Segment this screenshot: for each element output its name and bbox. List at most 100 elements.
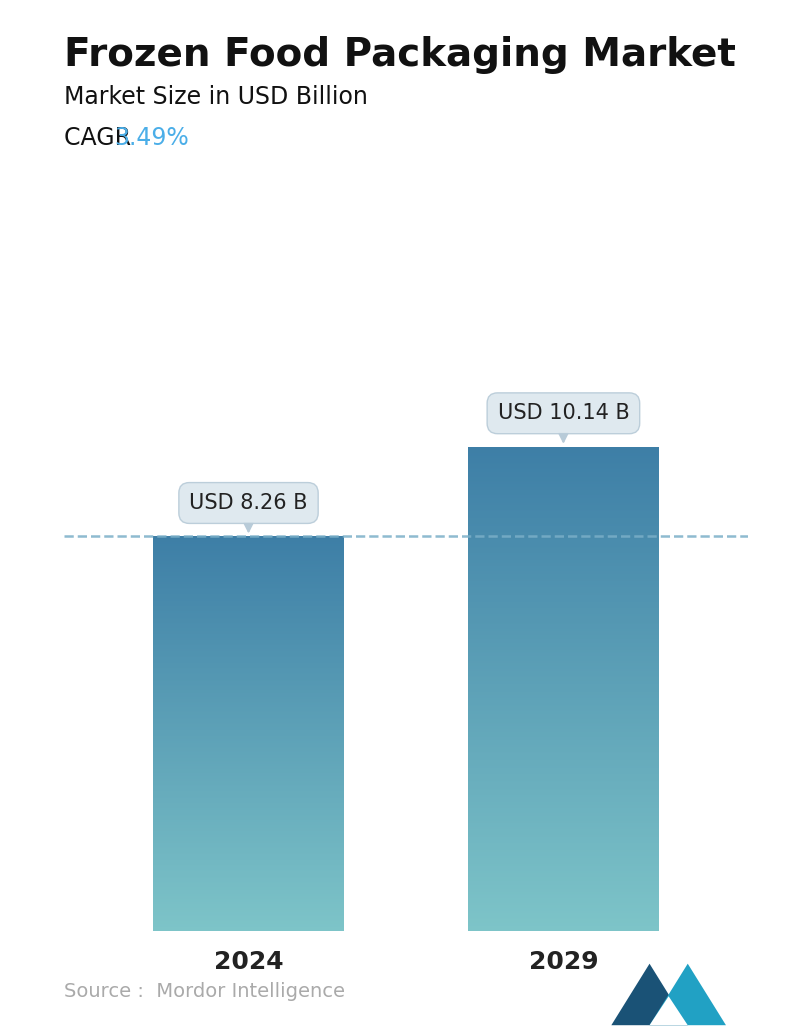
Bar — [467, 620, 659, 622]
Bar — [467, 902, 659, 903]
Bar — [153, 765, 345, 766]
Bar — [467, 927, 659, 929]
Bar — [153, 844, 345, 845]
Bar — [467, 671, 659, 672]
Bar — [467, 501, 659, 504]
Bar — [153, 627, 345, 629]
Bar — [467, 519, 659, 521]
Bar — [153, 581, 345, 582]
Bar — [467, 469, 659, 470]
Bar — [467, 776, 659, 778]
Bar — [153, 625, 345, 626]
Bar — [467, 826, 659, 827]
Bar — [467, 660, 659, 661]
Bar — [467, 631, 659, 632]
Bar — [467, 821, 659, 822]
Bar — [153, 592, 345, 595]
Bar — [153, 798, 345, 799]
Bar — [467, 637, 659, 639]
Bar — [153, 746, 345, 747]
Bar — [467, 625, 659, 626]
Bar — [153, 756, 345, 757]
Bar — [153, 910, 345, 911]
Bar — [467, 640, 659, 642]
Bar — [467, 463, 659, 464]
Bar — [467, 797, 659, 798]
Bar — [467, 703, 659, 705]
Bar — [153, 815, 345, 816]
Bar — [153, 820, 345, 822]
Bar — [467, 698, 659, 700]
Bar — [153, 716, 345, 717]
Bar — [467, 547, 659, 548]
Bar — [153, 877, 345, 878]
Bar — [153, 814, 345, 815]
Bar — [467, 539, 659, 540]
Bar — [153, 706, 345, 707]
Bar — [467, 611, 659, 613]
Bar — [153, 891, 345, 892]
Bar — [467, 466, 659, 467]
Bar — [153, 713, 345, 716]
Bar — [153, 882, 345, 883]
Bar — [153, 901, 345, 902]
Bar — [467, 683, 659, 686]
Bar — [467, 700, 659, 701]
Bar — [153, 801, 345, 803]
Bar — [153, 755, 345, 756]
Bar — [467, 455, 659, 456]
Bar — [153, 916, 345, 917]
Bar — [467, 838, 659, 839]
Bar — [467, 792, 659, 793]
Bar — [467, 655, 659, 657]
Bar — [153, 699, 345, 701]
Bar — [467, 537, 659, 539]
Bar — [153, 616, 345, 618]
Bar — [467, 829, 659, 830]
Bar — [153, 610, 345, 611]
Bar — [153, 652, 345, 653]
Bar — [467, 530, 659, 533]
Bar — [153, 661, 345, 663]
Bar — [467, 499, 659, 501]
Bar — [467, 513, 659, 515]
Bar — [153, 856, 345, 857]
Bar — [153, 893, 345, 895]
Bar — [467, 774, 659, 776]
Bar — [467, 602, 659, 603]
Bar — [153, 876, 345, 877]
Bar — [153, 779, 345, 780]
Bar — [153, 900, 345, 901]
Bar — [467, 873, 659, 874]
Bar — [153, 580, 345, 581]
Bar — [153, 873, 345, 874]
Bar — [467, 677, 659, 679]
Bar — [153, 604, 345, 605]
Bar — [467, 646, 659, 648]
Bar — [467, 616, 659, 617]
Bar — [153, 847, 345, 848]
Bar — [153, 564, 345, 566]
Bar — [467, 553, 659, 555]
Bar — [153, 868, 345, 869]
Bar — [467, 697, 659, 698]
Bar — [467, 525, 659, 527]
Bar — [153, 626, 345, 627]
Bar — [467, 510, 659, 511]
Bar — [153, 887, 345, 888]
Bar — [153, 679, 345, 681]
Bar — [153, 872, 345, 873]
Bar — [153, 799, 345, 800]
Bar — [467, 478, 659, 479]
Bar — [153, 619, 345, 620]
Bar — [153, 731, 345, 732]
Bar — [153, 834, 345, 837]
Text: USD 10.14 B: USD 10.14 B — [498, 403, 630, 442]
Bar — [153, 631, 345, 633]
Bar — [467, 845, 659, 847]
Bar — [153, 704, 345, 706]
Bar — [467, 737, 659, 738]
Bar — [153, 849, 345, 850]
Bar — [467, 760, 659, 761]
Bar — [153, 747, 345, 748]
